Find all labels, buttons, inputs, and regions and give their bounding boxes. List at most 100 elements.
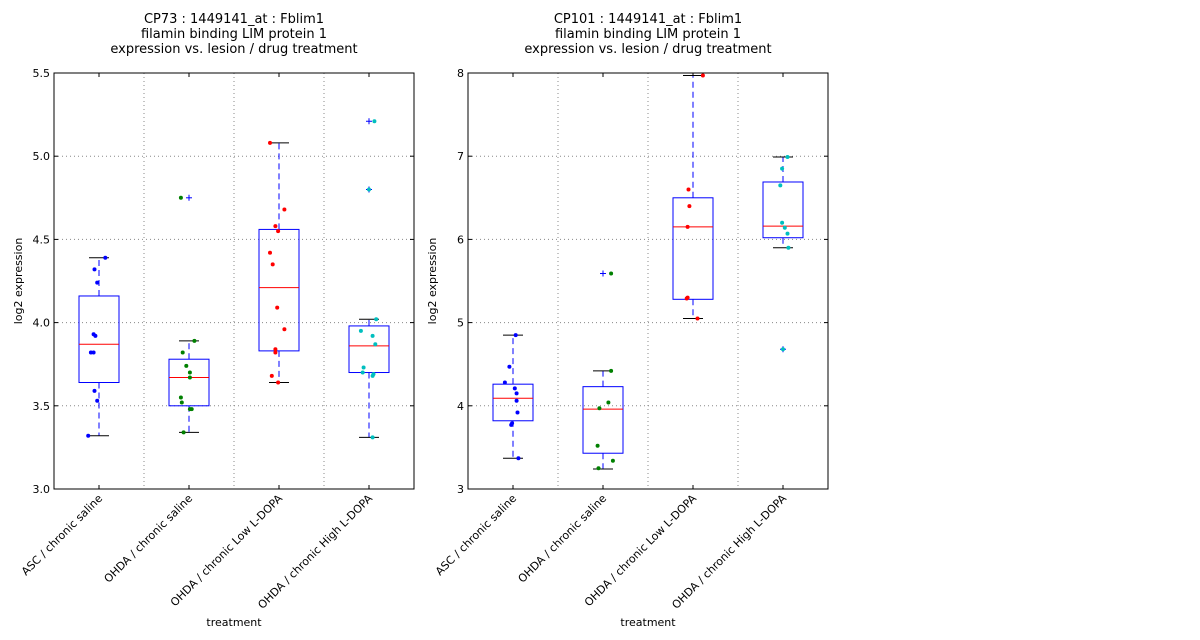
data-point: [695, 316, 700, 321]
y-axis-label: log2 expression: [12, 238, 25, 325]
chart-title-line: filamin binding LIM protein 1: [555, 27, 741, 42]
data-point: [282, 327, 287, 332]
chart-title-line: CP101 : 1449141_at : Fblim1: [554, 12, 742, 27]
data-point: [275, 305, 280, 310]
data-point: [95, 398, 100, 403]
box-1: [492, 334, 534, 459]
y-tick-label: 5.0: [33, 150, 51, 163]
box-1: [78, 257, 120, 437]
chart-title-line: filamin binding LIM protein 1: [141, 27, 327, 42]
data-point: [778, 183, 783, 188]
data-point: [92, 388, 97, 393]
data-point: [187, 370, 192, 375]
data-point: [181, 430, 186, 435]
data-point: [597, 406, 602, 411]
y-tick-label: 3.5: [33, 400, 51, 413]
data-point: [516, 456, 521, 461]
box-4: [348, 118, 390, 438]
data-point: [92, 267, 97, 272]
data-point: [786, 245, 791, 250]
data-point: [507, 364, 512, 369]
data-point: [270, 262, 275, 267]
data-point: [785, 155, 790, 160]
data-point: [361, 365, 366, 370]
data-point: [273, 224, 278, 229]
data-point: [370, 333, 375, 338]
data-point: [609, 271, 614, 276]
x-axis-label: treatment: [620, 616, 676, 629]
data-point: [91, 350, 96, 355]
outlier-marker: [366, 118, 372, 125]
x-tick-label: OHDA / chronic saline: [102, 492, 196, 586]
data-point: [370, 435, 375, 440]
data-point: [269, 373, 274, 378]
y-tick-label: 5.5: [33, 67, 51, 80]
data-point: [514, 398, 519, 403]
data-point: [103, 255, 108, 260]
data-point: [780, 166, 785, 171]
data-point: [370, 373, 375, 378]
y-tick-label: 4.0: [33, 317, 51, 330]
data-point: [178, 395, 183, 400]
data-point: [700, 73, 705, 78]
outlier-marker: [600, 270, 606, 277]
plot-frame: [467, 72, 829, 490]
data-point: [273, 347, 278, 352]
box-iqr: [258, 228, 300, 352]
box-iqr: [582, 386, 624, 454]
y-tick-label: 7: [457, 150, 464, 163]
data-point: [180, 350, 185, 355]
box-iqr: [348, 325, 390, 374]
data-point: [273, 350, 278, 355]
data-point: [782, 225, 787, 230]
data-point: [86, 433, 91, 438]
data-point: [502, 380, 507, 385]
box-iqr: [492, 383, 534, 422]
data-point: [610, 458, 615, 463]
chart-title-line: CP73 : 1449141_at : Fblim1: [144, 12, 324, 27]
data-point: [596, 466, 601, 471]
y-tick-label: 3.0: [33, 483, 51, 496]
y-tick-label: 5: [457, 317, 464, 330]
data-point: [179, 400, 184, 405]
data-point: [687, 204, 692, 209]
data-point: [360, 370, 365, 375]
data-point: [358, 328, 363, 333]
data-point: [512, 386, 517, 391]
x-tick-label: ASC / chronic saline: [433, 492, 519, 578]
data-point: [509, 422, 514, 427]
data-point: [276, 380, 281, 385]
y-tick-label: 3: [457, 483, 464, 496]
data-point: [606, 400, 611, 405]
box-3: [672, 74, 714, 319]
data-point: [367, 187, 371, 192]
y-tick-label: 6: [457, 233, 464, 246]
data-point: [514, 391, 519, 396]
box-iqr: [78, 295, 120, 384]
data-point: [685, 224, 690, 229]
x-tick-label: ASC / chronic saline: [19, 492, 105, 578]
data-point: [268, 250, 272, 255]
data-point: [515, 410, 520, 415]
data-point: [781, 347, 785, 352]
data-point: [184, 363, 189, 368]
box-2: [168, 194, 210, 433]
data-point: [609, 368, 614, 373]
box-2: [582, 270, 624, 470]
y-tick-label: 8: [457, 67, 464, 80]
x-axis-label: treatment: [206, 616, 262, 629]
data-point: [372, 119, 377, 124]
chart-title-line: expression vs. lesion / drug treatment: [524, 42, 771, 57]
box-iqr: [672, 197, 714, 300]
box-iqr: [762, 181, 804, 239]
outlier-marker: [186, 194, 192, 201]
plot-frame: [53, 72, 415, 490]
data-point: [178, 195, 183, 200]
data-point: [780, 220, 785, 225]
data-point: [684, 296, 689, 301]
chart-title-line: expression vs. lesion / drug treatment: [110, 42, 357, 57]
data-point: [276, 229, 281, 234]
